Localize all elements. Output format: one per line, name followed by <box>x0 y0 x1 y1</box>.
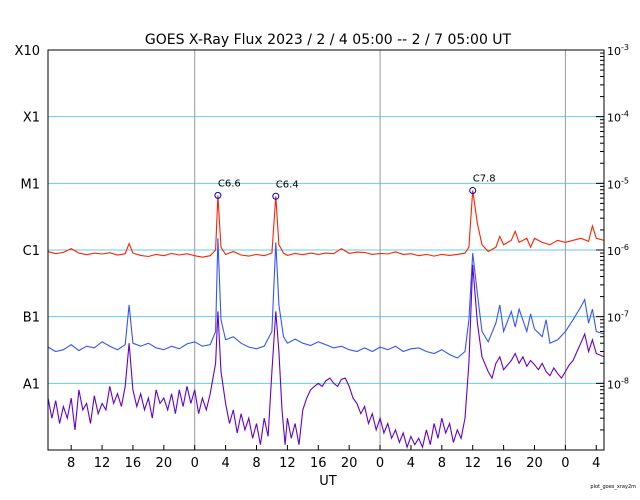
x-tick-label-17: 4 <box>592 456 600 471</box>
series-line-0 <box>48 190 604 258</box>
x-tick-label-14: 16 <box>495 456 512 471</box>
series-line-1 <box>48 238 604 359</box>
x-axis: 8 12 16 20 0 4 8 12 16 20 0 4 8 12 16 20 0 4 <box>67 445 600 471</box>
right-axis-label-1: 10-7 <box>607 310 629 325</box>
right-axis-label-0: 10-8 <box>607 376 629 391</box>
flare-label-2: C7.8 <box>473 174 496 185</box>
x-tick-label-8: 16 <box>310 456 327 471</box>
x-tick-label-12: 8 <box>438 456 446 471</box>
right-axis-exponent-2: -6 <box>621 243 629 252</box>
x-axis-label: UT <box>319 474 337 489</box>
chart-title: GOES X-Ray Flux 2023 / 2 / 4 05:00 -- 2 … <box>145 32 512 48</box>
x-tick-label-13: 12 <box>464 456 481 471</box>
series-line-2 <box>48 264 604 450</box>
left-axis-label-0: A1 <box>23 377 40 392</box>
right-axis-label-4: 10-4 <box>607 110 629 125</box>
right-axis-exponent-1: -7 <box>621 310 629 319</box>
left-axis-label-4: X1 <box>23 111 40 126</box>
x-tick-label-9: 20 <box>341 456 358 471</box>
right-axis-exponent-0: -8 <box>621 376 629 385</box>
x-tick-label-15: 20 <box>526 456 543 471</box>
credit-text: plot_goes_xray2m <box>590 484 636 490</box>
right-axis-label-5: 10-3 <box>607 43 629 58</box>
x-tick-label-11: 4 <box>407 456 415 471</box>
x-tick-label-6: 8 <box>252 456 260 471</box>
flare-marker-0 <box>214 191 222 199</box>
x-tick-label-2: 16 <box>125 456 142 471</box>
right-axis-exponent-3: -5 <box>621 176 629 185</box>
series-layer <box>48 190 604 450</box>
x-tick-label-5: 4 <box>221 456 229 471</box>
left-axis-label-5: X10 <box>15 44 40 59</box>
x-tick-label-0: 8 <box>67 456 75 471</box>
grid-layer <box>48 116 604 384</box>
x-tick-label-10: 0 <box>376 456 384 471</box>
x-tick-label-3: 20 <box>156 456 173 471</box>
x-tick-label-16: 0 <box>561 456 569 471</box>
right-axis-exponent-4: -4 <box>621 110 629 119</box>
flare-label-1: C6.4 <box>276 179 299 190</box>
left-axis-label-2: C1 <box>23 244 40 259</box>
right-axis-label-3: 10-5 <box>607 176 629 191</box>
right-axis-label-2: 10-6 <box>607 243 629 258</box>
flare-marker-1 <box>272 192 280 200</box>
left-axis-label-3: M1 <box>21 177 41 192</box>
flare-label-0: C6.6 <box>218 178 241 189</box>
x-tick-label-4: 0 <box>191 456 199 471</box>
flare-marker-2 <box>469 187 477 195</box>
right-axis-exponent-5: -3 <box>621 43 629 52</box>
right-axis: 10-8 10-7 10-6 10-5 10-4 10-3 <box>596 43 629 431</box>
day-boundary-layer <box>194 50 566 450</box>
x-tick-label-1: 12 <box>94 456 111 471</box>
left-axis-label-1: B1 <box>23 311 40 326</box>
x-tick-label-7: 12 <box>279 456 296 471</box>
annotation-layer: C6.6 C6.4 C7.8 <box>214 174 496 200</box>
left-axis: A1 B1 C1 M1 X1 X10 <box>15 44 40 392</box>
